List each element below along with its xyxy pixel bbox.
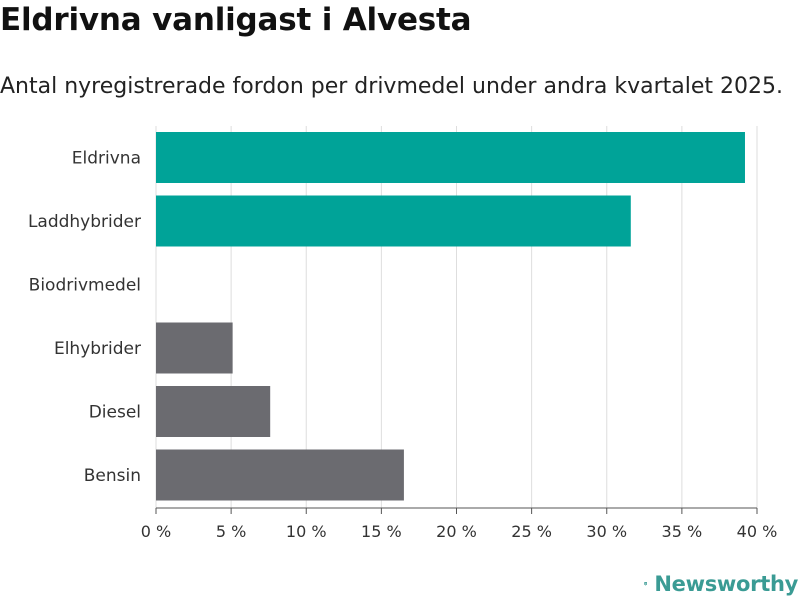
x-tick-label: 30 % [586, 522, 627, 541]
category-labels: Eldrivna Laddhybrider Biodrivmedel Elhybrid… [28, 149, 141, 487]
chart-subtitle: Antal nyregistrerade fordon per drivmede… [0, 74, 783, 99]
x-tick-label: 15 % [361, 522, 402, 541]
x-tick-label: 35 % [662, 522, 703, 541]
brand-logo: Newsworthy [644, 569, 798, 599]
bars [156, 132, 745, 501]
x-tick-label: 25 % [511, 522, 552, 541]
bar-elhybrider [156, 322, 233, 374]
x-tick-label: 40 % [737, 522, 778, 541]
newsworthy-logo-icon [644, 582, 648, 586]
chart-title: Eldrivna vanligast i Alvesta [0, 2, 472, 38]
bar-laddhybrider [156, 195, 631, 247]
x-axis-ticks: 0 % 5 % 10 % 15 % 20 % 25 % 30 % 35 % 40 % [141, 507, 778, 541]
x-tick-label: 0 % [141, 522, 171, 541]
x-tick-label: 10 % [286, 522, 327, 541]
x-tick-label: 20 % [436, 522, 477, 541]
category-label: Biodrivmedel [29, 276, 141, 296]
bar-eldrivna [156, 132, 745, 183]
category-label: Elhybrider [54, 339, 141, 359]
category-label: Bensin [84, 466, 141, 486]
x-tick-label: 5 % [216, 522, 246, 541]
brand-name: Newsworthy [654, 572, 798, 596]
category-label: Eldrivna [72, 149, 141, 169]
gridlines [155, 126, 758, 508]
bar-diesel [156, 386, 271, 437]
category-label: Diesel [89, 403, 141, 423]
category-label: Laddhybrider [28, 212, 141, 232]
bar-bensin [156, 449, 404, 501]
